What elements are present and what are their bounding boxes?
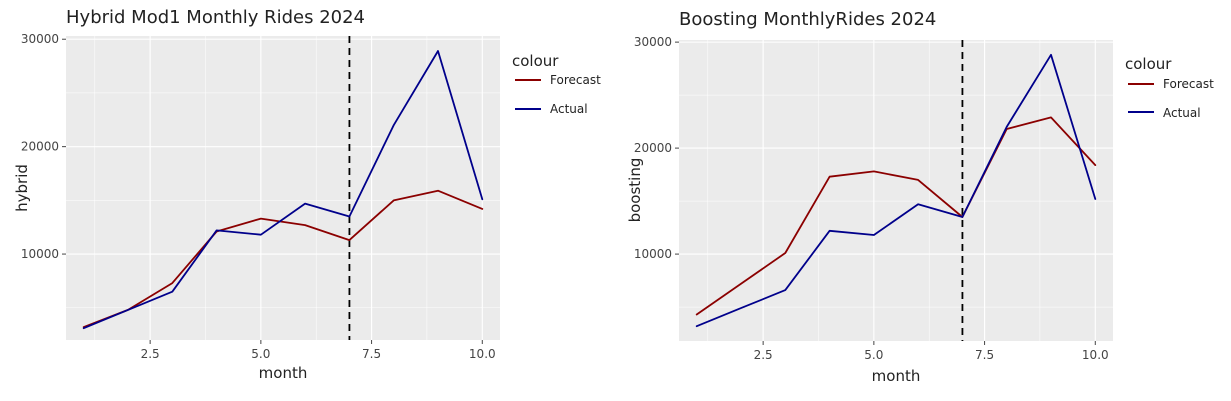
x-tick-label: 5.0 (251, 347, 270, 361)
y-tick-labels: 10000 20000 30000 (634, 35, 679, 261)
x-tick-label: 2.5 (754, 348, 773, 362)
x-tick-label: 5.0 (864, 348, 883, 362)
y-tick-label: 20000 (634, 141, 672, 155)
x-tick-label: 10.0 (1082, 348, 1109, 362)
chart-title: Hybrid Mod1 Monthly Rides 2024 (66, 7, 365, 28)
legend-title: colour (512, 52, 559, 70)
y-axis-label: hybrid (13, 164, 31, 212)
legend-label-forecast: Forecast (550, 73, 601, 87)
y-tick-label: 30000 (21, 32, 59, 46)
hybrid-chart: Hybrid Mod1 Monthly Rides 2024 2.5 5.0 7.5… (13, 7, 601, 382)
y-tick-label: 30000 (634, 35, 672, 49)
x-tick-label: 7.5 (975, 348, 994, 362)
chart-title: Boosting MonthlyRides 2024 (679, 9, 936, 30)
y-tick-label: 10000 (634, 247, 672, 261)
x-tick-labels: 2.5 5.0 7.5 10.0 (754, 341, 1109, 362)
y-tick-label: 10000 (21, 247, 59, 261)
legend: colour Forecast Actual (512, 52, 601, 116)
series-line-forecast (82, 189, 484, 329)
y-tick-labels: 10000 20000 30000 (21, 32, 66, 261)
legend-title: colour (1125, 55, 1172, 73)
legend-label-actual: Actual (550, 102, 588, 116)
grid (679, 40, 1113, 341)
legend: colour Forecast Actual (1125, 55, 1214, 120)
x-tick-label: 10.0 (469, 347, 496, 361)
plot-panel (679, 40, 1113, 341)
series-line-actual (695, 53, 1097, 328)
x-axis-label: month (259, 364, 308, 382)
series-lines (82, 50, 484, 330)
x-tick-label: 7.5 (362, 347, 381, 361)
y-tick-label: 20000 (21, 140, 59, 154)
legend-label-actual: Actual (1163, 106, 1201, 120)
series-lines (695, 53, 1097, 328)
x-tick-label: 2.5 (141, 347, 160, 361)
x-axis-label: month (872, 367, 921, 385)
y-axis-label: boosting (626, 158, 644, 223)
plot-panel (66, 36, 500, 340)
legend-label-forecast: Forecast (1163, 77, 1214, 91)
series-line-actual (82, 50, 484, 330)
grid (66, 36, 500, 340)
series-line-forecast (695, 116, 1097, 316)
x-tick-labels: 2.5 5.0 7.5 10.0 (141, 340, 496, 361)
boosting-chart: Boosting MonthlyRides 2024 2.5 5.0 7.5 10.0… (626, 9, 1214, 385)
